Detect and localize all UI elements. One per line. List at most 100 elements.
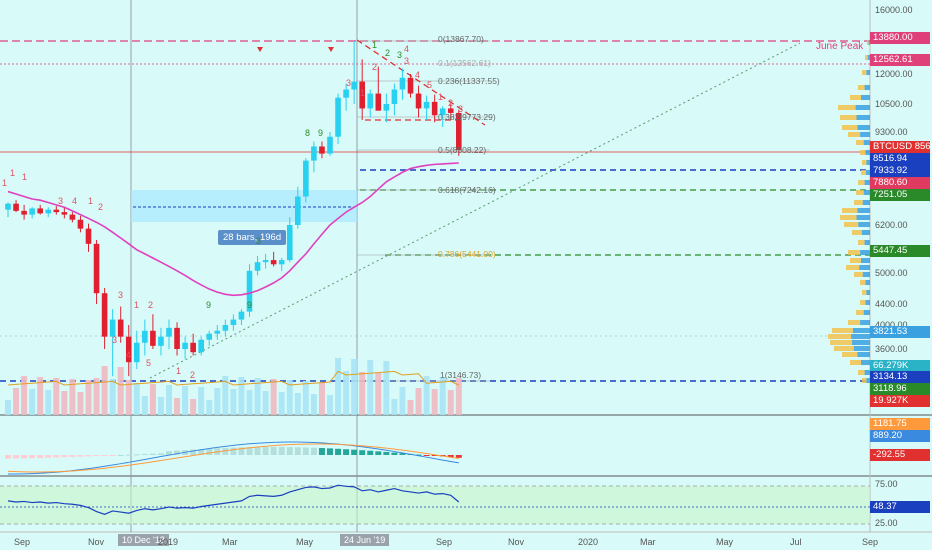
macd-hist-48 xyxy=(391,452,398,455)
volume-profile-down-23 xyxy=(859,265,870,270)
volume-profile-down-7 xyxy=(857,125,870,130)
macd-hist-2 xyxy=(21,455,28,459)
candle-body-50 xyxy=(407,77,414,94)
volume-profile-up-25 xyxy=(860,280,866,285)
macd-hist-34 xyxy=(278,447,285,455)
candle-body-29 xyxy=(238,311,245,320)
price-tick-11: 3600.00 xyxy=(875,344,908,354)
candle-body-43 xyxy=(351,81,357,90)
candle-body-46 xyxy=(375,93,382,111)
candle-body-10 xyxy=(85,228,92,244)
candle-body-48 xyxy=(391,89,398,104)
price-tag-10: 3134.13 xyxy=(870,371,930,383)
volume-profile-down-13 xyxy=(864,180,870,185)
candle-body-47 xyxy=(383,104,390,111)
candle-body-30 xyxy=(246,270,253,312)
td-count-red-5: 1 xyxy=(88,196,94,206)
macd-hist-21 xyxy=(174,450,181,455)
td-count-red-15: 3 xyxy=(346,78,352,88)
volume-profile-down-31 xyxy=(851,334,870,339)
volume-bar-10 xyxy=(85,380,92,415)
rsi-tag: 48.37 xyxy=(870,501,930,513)
candle-body-40 xyxy=(327,136,333,154)
sell-marker-1 xyxy=(257,47,263,52)
volume-bar-9 xyxy=(77,392,84,415)
volume-profile-up-13 xyxy=(858,180,865,185)
candle-body-56 xyxy=(456,112,462,150)
candle-body-31 xyxy=(254,262,261,271)
time-label-10: Mar xyxy=(640,537,656,547)
volume-bar-51 xyxy=(415,388,422,415)
fib-label-1: 0.236(11337.55) xyxy=(438,76,500,86)
volume-profile-down-12 xyxy=(865,170,870,175)
volume-profile-down-35 xyxy=(861,360,870,365)
td-count-green-7: 3 xyxy=(397,50,403,60)
candle-body-1 xyxy=(13,203,19,211)
rsi-band xyxy=(0,486,870,524)
price-tag-4: 7933.92 xyxy=(870,165,930,177)
price-tick-4: 9300.00 xyxy=(875,127,908,137)
td-count-red-17: 2 xyxy=(372,62,378,72)
rsi-tick-25: 25.00 xyxy=(875,518,898,528)
td-count-red-23: 3 xyxy=(458,104,464,114)
volume-profile-up-6 xyxy=(840,115,857,120)
fib-label-4: 0.618(7242.16) xyxy=(438,185,496,195)
time-label-11: May xyxy=(716,537,734,547)
time-label-4: Mar xyxy=(222,537,238,547)
td-count-red-1: 1 xyxy=(22,172,28,182)
td-count-red-6: 2 xyxy=(98,202,104,212)
td-count-red-8: 1 xyxy=(134,300,140,310)
macd-hist-27 xyxy=(222,447,229,455)
volume-profile-down-2 xyxy=(866,70,870,75)
candle-body-36 xyxy=(295,196,301,225)
volume-profile-down-36 xyxy=(864,370,870,375)
volume-bar-5 xyxy=(45,390,52,415)
volume-bar-20 xyxy=(166,385,172,415)
macd-hist-52 xyxy=(423,455,430,456)
volume-profile-up-9 xyxy=(856,140,864,145)
volume-profile-up-16 xyxy=(842,208,858,213)
volume-bar-27 xyxy=(222,376,229,415)
candle-body-3 xyxy=(29,208,35,215)
td-count-green-2: 3 xyxy=(256,236,262,246)
sell-marker-2 xyxy=(328,47,334,52)
volume-profile-down-9 xyxy=(863,140,870,145)
macd-hist-55 xyxy=(447,455,454,458)
candle-body-24 xyxy=(198,339,204,353)
volume-profile-up-32 xyxy=(830,340,852,345)
candle-body-25 xyxy=(206,333,213,340)
price-tick-2: 12000.00 xyxy=(875,69,913,79)
price-tick-10: 4000.00 xyxy=(875,320,908,330)
volume-bar-31 xyxy=(254,378,261,415)
volume-profile-up-19 xyxy=(852,230,862,235)
candle-body-52 xyxy=(423,101,430,109)
macd-hist-42 xyxy=(343,449,350,455)
volume-ma xyxy=(7,370,460,386)
macd-hist-47 xyxy=(383,451,390,455)
candle-body-15 xyxy=(125,336,132,363)
volume-profile-down-5 xyxy=(855,105,870,110)
macd-hist-4 xyxy=(37,455,44,458)
volume-bar-39 xyxy=(318,382,325,415)
volume-bar-50 xyxy=(407,400,414,415)
descending-trendline xyxy=(356,39,486,126)
volume-profile-up-1 xyxy=(865,55,868,60)
td-count-red-20: 5 xyxy=(427,80,433,90)
macd-hist-46 xyxy=(375,451,382,455)
td-count-red-7: 3 xyxy=(118,290,124,300)
volume-bar-35 xyxy=(286,380,293,415)
macd-hist-5 xyxy=(45,455,52,458)
volume-profile-down-18 xyxy=(858,222,870,227)
volume-profile-down-21 xyxy=(860,250,870,255)
volume-profile-up-28 xyxy=(856,310,864,315)
td-count-red-24: 4 xyxy=(404,44,410,54)
macd-hist-49 xyxy=(399,453,406,455)
volume-profile-up-7 xyxy=(842,125,858,130)
volume-profile-down-8 xyxy=(860,132,870,137)
macd-tag-1: 889.20 xyxy=(870,430,930,442)
volume-profile-down-14 xyxy=(863,190,870,195)
macd-line xyxy=(7,441,459,475)
volume-bar-55 xyxy=(447,390,454,415)
volume-profile-down-17 xyxy=(856,215,870,220)
